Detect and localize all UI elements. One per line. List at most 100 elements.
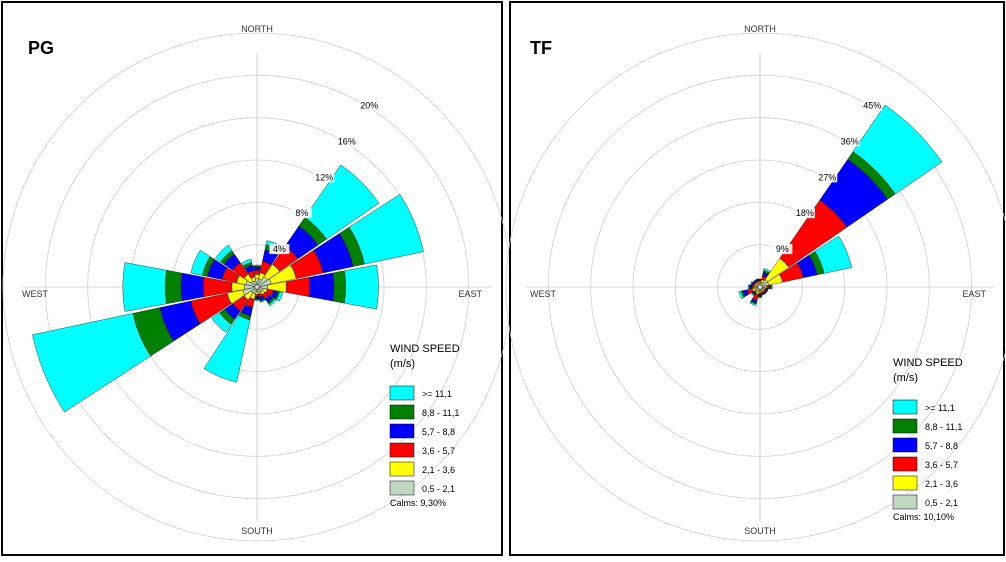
legend-swatch [892,418,918,434]
ring-label: 18% [796,208,814,218]
legend-label: 8,8 - 11,1 [925,422,962,432]
petal-segment [259,299,266,303]
legend-title: WIND SPEED [390,343,460,355]
legend: WIND SPEED (m/s) >= 11,1 8,8 - 11,1 5,7 - 8,… [892,357,963,522]
ring-label: 27% [818,172,836,182]
petal-segment [241,258,252,267]
petal-segment [252,264,262,267]
legend-swatch [892,456,918,472]
petal-segment [254,274,260,279]
petal-segment [332,270,346,304]
petal-segment [738,290,744,300]
petal-segment [255,291,259,295]
legend-swatch [892,494,918,510]
petal-segment [203,315,251,383]
petal-segment [211,312,232,333]
petal-segment [32,313,151,413]
petal-segment [771,284,773,290]
petal-segment [254,299,260,301]
petal-segment [757,296,763,299]
ring-label: 12% [315,172,333,182]
ring-label-group: 9% 18% 27% 36% 45% [772,100,883,255]
petal-segment [750,281,753,286]
petal-segment [761,293,765,296]
legend-label: 8,8 - 11,1 [422,408,459,418]
compass-north: NORTH [241,24,273,34]
petal-group [32,164,424,413]
ring-label-group: 4% 8% 12% 16% 20% [269,100,380,255]
compass-south: SOUTH [744,526,776,536]
panel-pg: 4% 8% 12% 16% 20% PG NORTH EAST SOUTH WEST W… [1,1,512,556]
legend-label: 5,7 - 8,8 [925,441,958,451]
legend-unit: (m/s) [893,372,918,384]
legend-title: WIND SPEED [893,357,963,369]
petal-segment [253,266,261,271]
legend-label: 2,1 - 3,6 [925,479,958,489]
ring-label-bg [269,244,290,255]
legend-unit: (m/s) [390,358,415,370]
compass-east: EAST [458,289,482,299]
legend-label: >= 11,1 [925,403,955,413]
petal-segment [164,270,183,304]
ring-label-bg [314,172,335,183]
ring-label: 4% [273,244,286,254]
ring-label: 45% [863,101,881,111]
petal-segment [755,278,759,281]
legend-label: 5,7 - 8,8 [422,427,455,437]
petal-segment [749,284,753,290]
legend: WIND SPEED (m/s) >= 11,1 8,8 - 11,1 5,7 - 8,… [389,343,460,508]
petal-segment [344,264,379,310]
ring-label-bg [817,172,838,183]
petal-segment [852,104,943,195]
panel-title: TF [530,38,552,58]
ring-label-bg [772,244,793,255]
axis-group [23,53,491,521]
axis-group [526,53,994,521]
petal-segment [348,194,424,265]
petal-segment [758,292,762,295]
petal-segment [122,262,167,312]
ring-label-bg [862,100,883,111]
legend-swatch [389,423,415,439]
petal-segment [752,279,756,283]
petal-segment [763,268,771,273]
petal-segment [766,285,770,289]
petal-segment [308,272,335,302]
ring-label: 8% [295,208,308,218]
ring-label: 36% [841,136,859,146]
legend-label: 0,5 - 2,1 [422,484,455,494]
petal-segment [214,244,233,263]
petal-segment [814,235,852,274]
petal-segment [747,284,750,290]
legend-label: 2,1 - 3,6 [422,465,455,475]
petal-segment [190,249,211,276]
compass-west: WEST [530,289,557,299]
legend-label: >= 11,1 [422,389,452,399]
legend-swatch [892,437,918,453]
panel-tf: 9%18%27%36%45% TF NORTH EAST SOUTH WEST … [505,1,1006,556]
ring-circle [505,32,1006,542]
petal-segment [758,278,762,280]
petal-segment [254,296,260,299]
petal-segment [766,288,769,292]
legend-swatch [389,461,415,477]
panel-title: PG [28,38,54,58]
ring-label: 16% [338,136,356,146]
ring-label: 9% [776,244,789,254]
compass-north: NORTH [744,24,776,34]
ring-label-bg [839,136,860,147]
compass-east: EAST [962,289,986,299]
ring-label-bg [291,208,312,219]
petal-segment [276,291,283,302]
petal-segment [180,272,205,302]
calms-label: Calms: 9,30% [390,498,446,508]
petal-segment [253,270,261,275]
petal-segment [255,293,259,297]
legend-swatch [389,385,415,401]
petal-segment [764,291,768,295]
legend-swatch [389,442,415,458]
petal-segment [750,292,755,297]
legend-swatch [389,404,415,420]
